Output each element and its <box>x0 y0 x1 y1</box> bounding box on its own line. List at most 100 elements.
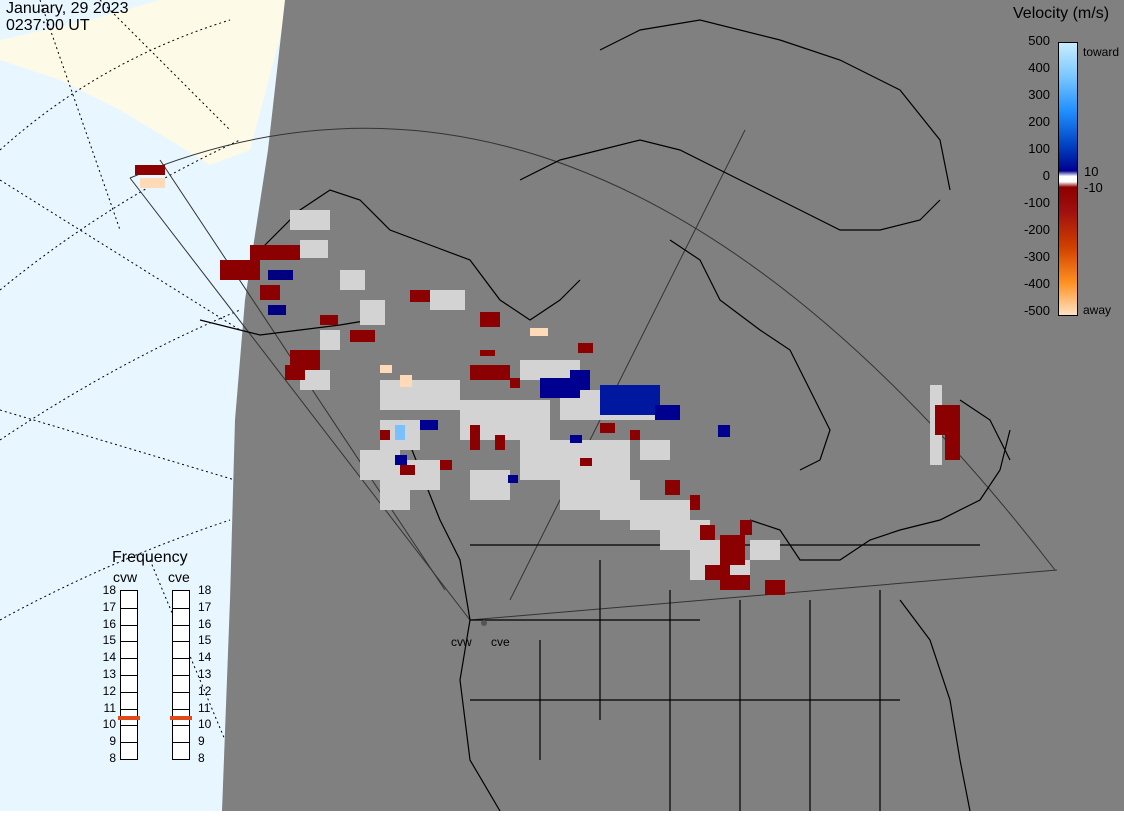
frequency-scale-label: 10 <box>102 717 116 732</box>
frequency-scale-gridline <box>121 658 137 660</box>
frequency-scale-label: 8 <box>109 751 116 765</box>
frequency-scale-label: 15 <box>198 633 212 648</box>
ground-scatter-cell <box>430 290 465 310</box>
velocity-cell <box>350 330 375 342</box>
frequency-scale-label: 13 <box>198 667 212 681</box>
ground-scatter-cell <box>510 420 550 440</box>
velocity-cell <box>135 165 165 175</box>
colorbar-tick-label: -400 <box>1023 276 1050 291</box>
frequency-scale-gridline <box>121 725 137 727</box>
ground-scatter-cell <box>470 470 510 500</box>
velocity-cell <box>718 425 730 437</box>
frequency-scale-label: 9 <box>109 734 116 749</box>
frequency-radar-label-cve: cve <box>168 569 190 585</box>
velocity-cell <box>655 405 680 420</box>
velocity-cell <box>580 458 592 466</box>
frequency-scale-gridline <box>121 708 137 710</box>
velocity-cell <box>600 423 615 433</box>
coastlines <box>199 19 1011 812</box>
frequency-scale-label: 14 <box>102 650 116 665</box>
velocity-cell <box>400 465 415 475</box>
velocity-cell <box>700 525 715 540</box>
ground-scatter-cell <box>320 330 340 350</box>
colorbar-tick-label: 400 <box>1028 60 1050 75</box>
colorbar-away-label: away <box>1083 303 1112 317</box>
velocity-cells <box>135 165 960 595</box>
velocity-cell <box>570 435 582 443</box>
frequency-scale-gridline <box>173 708 189 710</box>
frequency-scale-gridline <box>121 624 137 626</box>
time-label: 0237:00 UT <box>6 17 90 34</box>
ground-scatter-cell <box>380 380 460 410</box>
colorbar-tick-label: -300 <box>1023 249 1050 264</box>
colorbar-tick-label: -200 <box>1023 222 1050 237</box>
frequency-scale-label: 12 <box>102 683 116 698</box>
frequency-scale-gridline <box>121 641 137 643</box>
colorbar-tick-label: 500 <box>1028 33 1050 48</box>
velocity-cell <box>400 375 412 387</box>
velocity-cell <box>570 370 590 390</box>
frequency-radar-label-cvw: cvw <box>113 569 138 585</box>
frequency-scale-gridline <box>121 675 137 676</box>
velocity-cell <box>260 285 280 300</box>
velocity-cell <box>470 365 510 380</box>
frequency-scale-gridline <box>173 624 189 626</box>
frequency-scale-label: 10 <box>198 717 212 732</box>
frequency-scale-label: 11 <box>103 700 116 715</box>
frequency-scale-gridline <box>173 607 189 609</box>
velocity-cell <box>530 328 548 336</box>
frequency-scale-gridline <box>173 725 189 727</box>
colorbar-tick-label: 100 <box>1028 141 1050 156</box>
radar-site-marker <box>481 620 487 626</box>
colorbar-tick-label: 200 <box>1028 114 1050 129</box>
colorbar-title: Velocity (m/s) <box>1013 5 1110 22</box>
frequency-scale-label: 9 <box>198 734 205 749</box>
frequency-scale-gridline <box>121 742 137 744</box>
frequency-scale-gridline <box>173 691 189 693</box>
radar-site-label-cve: cve <box>491 635 510 649</box>
colorbar-tick-label: -500 <box>1023 303 1050 318</box>
frequency-scale-gridline <box>121 607 137 609</box>
velocity-cell <box>480 312 500 327</box>
ground-scatter-cell <box>300 370 330 390</box>
velocity-cell <box>720 535 745 565</box>
velocity-cell <box>945 430 960 460</box>
velocity-cell <box>420 420 438 430</box>
velocity-cell <box>740 520 752 535</box>
frequency-scale-label: 13 <box>102 667 116 681</box>
velocity-cell <box>285 365 305 380</box>
velocity-cell <box>268 305 286 315</box>
velocity-cell <box>250 245 300 260</box>
ground-scatter-cell <box>290 210 330 230</box>
velocity-cell <box>495 435 505 450</box>
velocity-cell <box>395 455 407 465</box>
colorbar-tick-label: 300 <box>1028 87 1050 102</box>
frequency-scale-gridline <box>173 641 189 643</box>
velocity-cell <box>440 460 452 470</box>
frequency-marker <box>170 716 192 721</box>
frequency-scale-cvw <box>118 590 140 760</box>
velocity-cell <box>470 425 480 450</box>
frequency-title: Frequency <box>112 549 188 566</box>
velocity-cell <box>665 480 680 495</box>
frequency-scale-gridline <box>173 658 189 660</box>
frequency-scale-cve <box>170 590 192 760</box>
ground-scatter-cell <box>360 300 385 325</box>
frequency-scale-label: 18 <box>198 583 212 597</box>
ground-scatter-cell <box>520 360 580 380</box>
frequency-scale-label: 14 <box>198 650 212 665</box>
velocity-cell <box>395 425 405 440</box>
colorbar <box>1058 42 1078 316</box>
colorbar-toward-label: toward <box>1083 45 1120 59</box>
frequency-scale-label: 11 <box>198 700 211 715</box>
ground-scatter-cell <box>340 270 365 290</box>
frequency-scale-gridline <box>121 691 137 693</box>
velocity-cell <box>720 575 750 590</box>
velocity-cell <box>268 270 293 280</box>
radar-site-label-cvw: cvw <box>451 635 472 649</box>
daylight-region <box>0 0 290 165</box>
velocity-cell <box>630 430 640 440</box>
frequency-scale-gridline <box>173 742 189 744</box>
